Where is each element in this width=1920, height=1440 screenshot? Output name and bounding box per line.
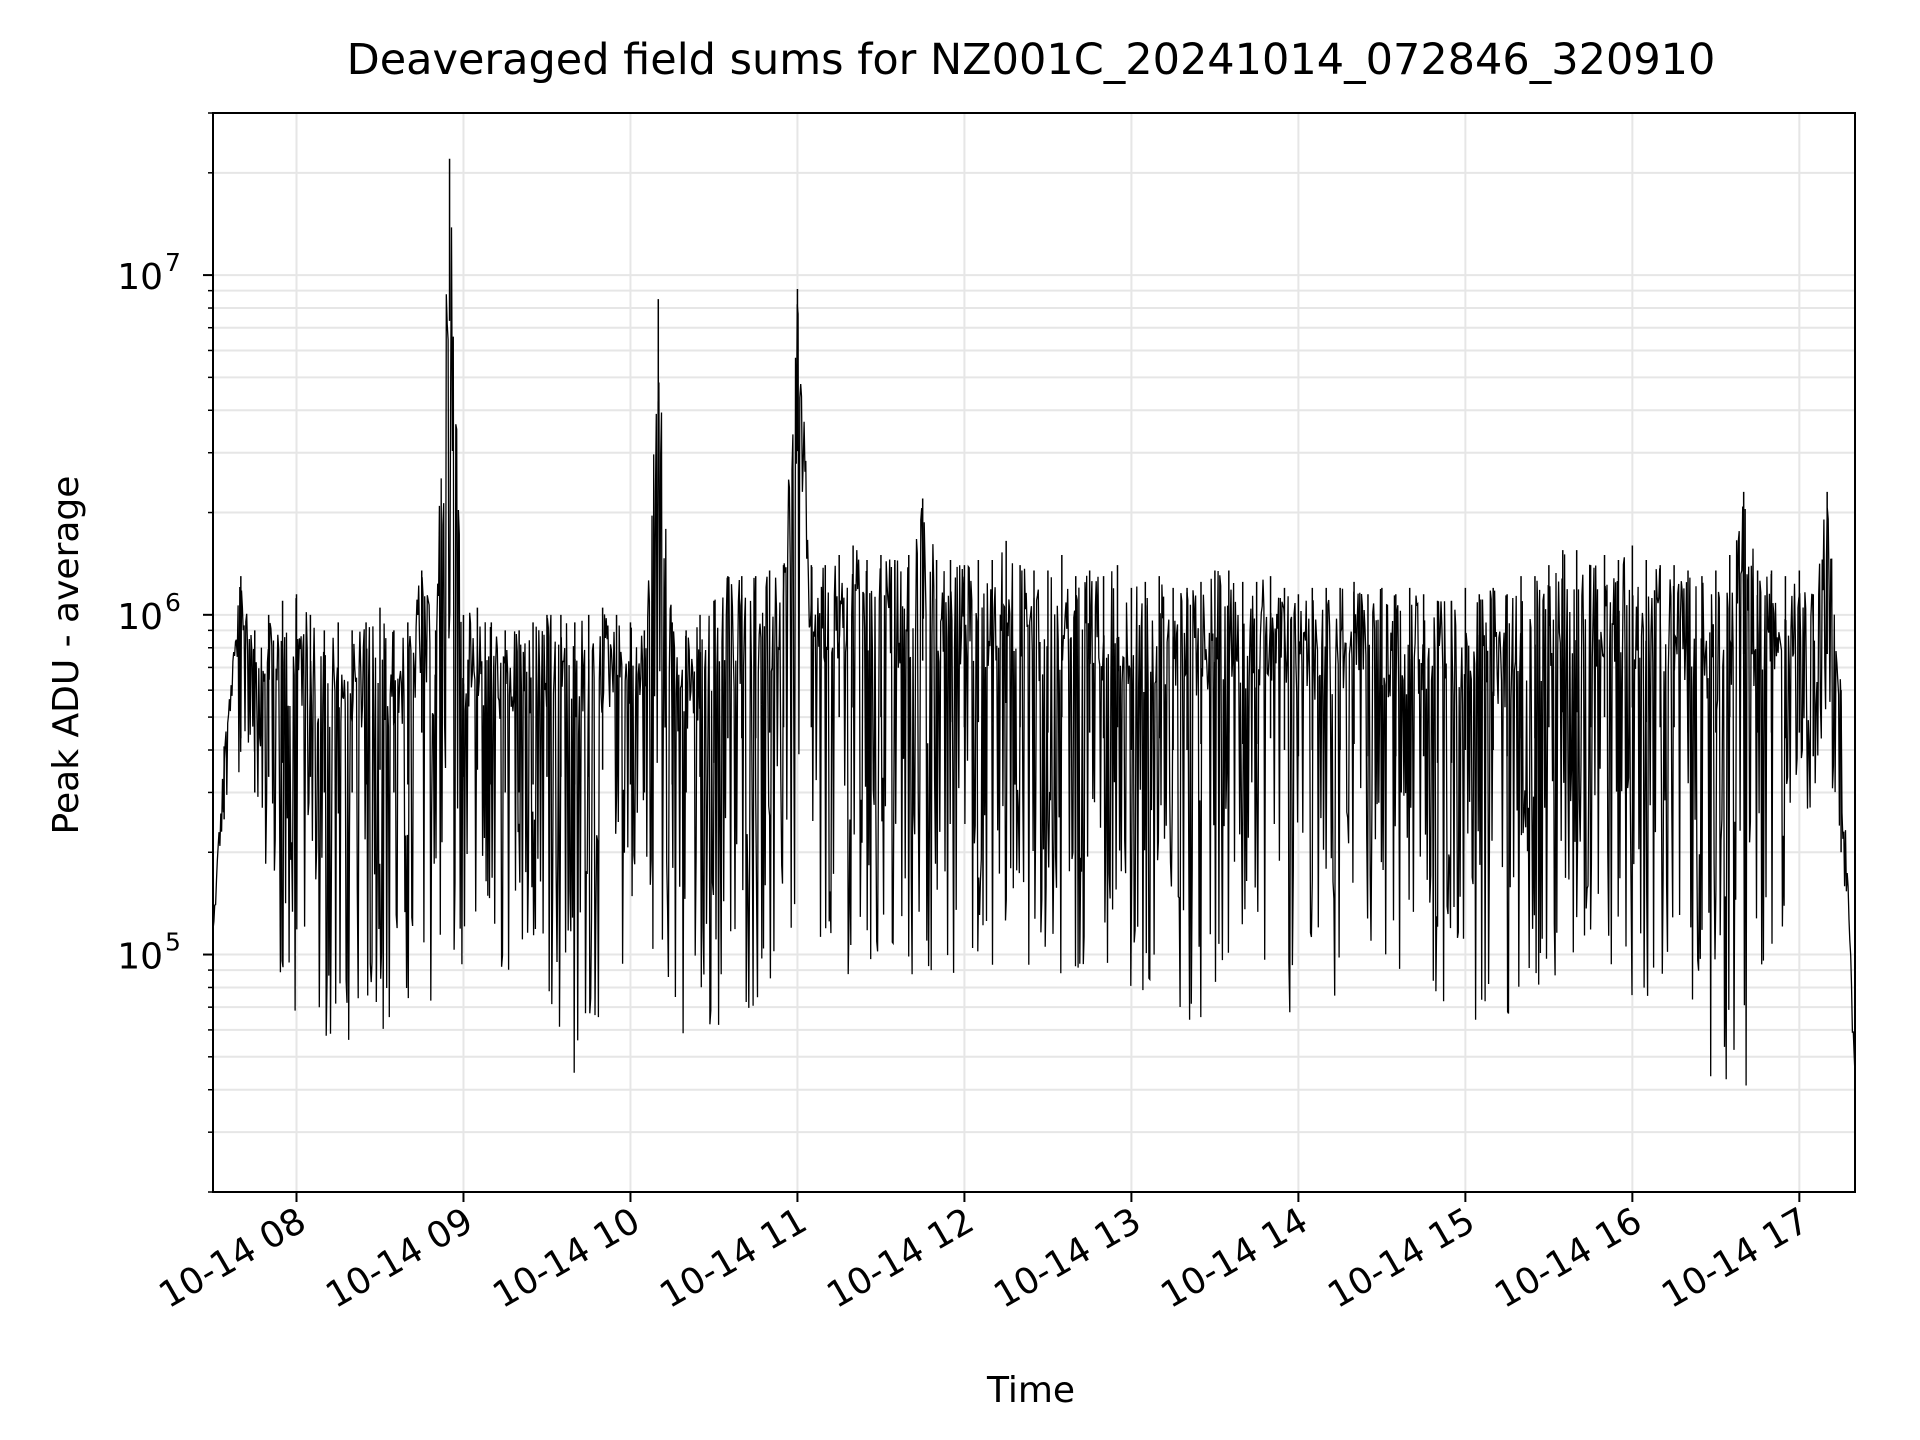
- y-tick-label: 10: [117, 597, 163, 638]
- y-tick-exponent: 6: [165, 588, 181, 617]
- x-axis-label: Time: [986, 1370, 1075, 1411]
- plot-frame: [212, 112, 1856, 1193]
- y-tick-label: 10: [117, 937, 163, 978]
- y-axis-label: Peak ADU - average: [46, 476, 87, 835]
- series-layer: [212, 158, 1856, 1090]
- y-tick-exponent: 7: [165, 248, 181, 277]
- y-tick-exponent: 5: [165, 928, 181, 957]
- y-tick-label: 10: [117, 257, 163, 298]
- chart-title: Deaveraged field sums for NZ001C_2024101…: [347, 35, 1716, 85]
